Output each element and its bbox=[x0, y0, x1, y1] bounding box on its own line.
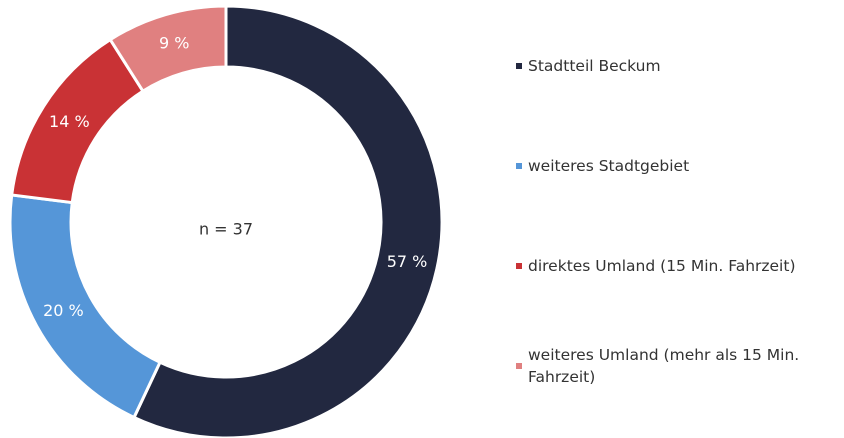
legend-item: weiteres Umland (mehr als 15 Min. Fahrze… bbox=[516, 316, 816, 416]
legend-swatch bbox=[516, 363, 522, 369]
legend-label: Stadtteil Beckum bbox=[528, 57, 661, 75]
legend-item: Stadtteil Beckum bbox=[516, 16, 816, 116]
legend-label: direktes Umland (15 Min. Fahrzeit) bbox=[528, 257, 796, 275]
legend-item: weiteres Stadtgebiet bbox=[516, 116, 816, 216]
donut-segment bbox=[8, 193, 162, 420]
donut-segment bbox=[132, 4, 444, 438]
center-annotation: n = 37 bbox=[199, 220, 253, 239]
data-label: 14 % bbox=[49, 112, 90, 131]
donut-segment bbox=[108, 4, 228, 94]
data-label: 57 % bbox=[387, 252, 428, 271]
legend: Stadtteil Beckum weiteres Stadtgebiet dire… bbox=[516, 16, 816, 416]
data-label: 20 % bbox=[43, 301, 84, 320]
legend-label: weiteres Stadtgebiet bbox=[528, 157, 690, 175]
legend-label: weiteres Umland (mehr als 15 Min. Fahrze… bbox=[528, 346, 800, 386]
legend-swatch bbox=[516, 63, 522, 69]
chart: n = 37 57 % 20 % 14 % 9 % bbox=[8, 4, 444, 438]
data-label: 9 % bbox=[159, 33, 189, 52]
legend-item: direktes Umland (15 Min. Fahrzeit) bbox=[516, 216, 816, 316]
legend-swatch bbox=[516, 263, 522, 269]
legend-swatch bbox=[516, 163, 522, 169]
